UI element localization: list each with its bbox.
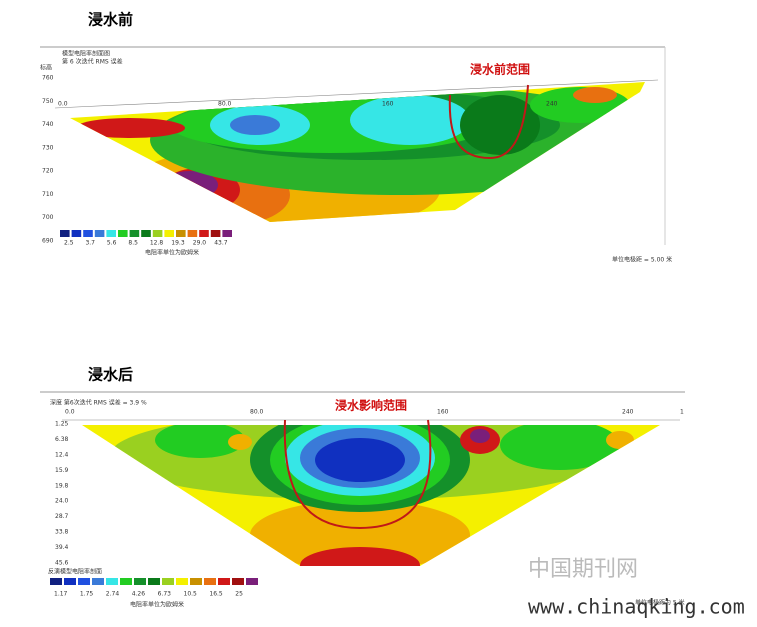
- axis-label: 标高: [40, 64, 52, 72]
- legend-swatch: [78, 578, 90, 585]
- y-tick-label: 19.8: [55, 482, 69, 489]
- legend-label: 2.74: [106, 591, 120, 598]
- legend-swatch: [218, 578, 230, 585]
- x-tick-label: 80.0: [250, 409, 264, 416]
- x-tick-label: 160: [382, 101, 394, 108]
- y-tick-label: 700: [42, 214, 54, 221]
- x-tick-label: 0.0: [58, 101, 68, 108]
- legend-swatch: [148, 578, 160, 585]
- legend-label: 5.6: [107, 240, 117, 247]
- legend-label: 16.5: [209, 591, 223, 598]
- legend-title: 反演模型电阻率剖面: [48, 568, 102, 576]
- legend-label: 1.17: [54, 591, 68, 598]
- y-tick-label: 39.4: [55, 544, 69, 551]
- y-tick-label: 690: [42, 238, 54, 245]
- legend-caption: 电阻率单位为欧姆米: [130, 601, 184, 609]
- annotation: 浸水前范围: [470, 62, 530, 77]
- panel-title: 浸水前: [88, 11, 133, 29]
- panel-title: 浸水后: [88, 366, 133, 384]
- legend-label: 1.75: [80, 591, 94, 598]
- y-tick-label: 760: [42, 75, 54, 82]
- legend-label: 2.5: [64, 240, 74, 247]
- range-outline: [448, 84, 529, 160]
- legend-swatch: [176, 230, 186, 237]
- legend-swatch: [199, 230, 209, 237]
- legend-swatch: [176, 578, 188, 585]
- legend-swatch: [162, 578, 174, 585]
- y-tick-label: 750: [42, 98, 54, 105]
- legend-label: 6.73: [158, 591, 172, 598]
- x-tick-label: 240: [546, 101, 558, 108]
- legend-swatch: [118, 230, 128, 237]
- y-tick-label: 1.25: [55, 421, 69, 428]
- y-tick-label: 720: [42, 168, 54, 175]
- legend-caption: 电阻率单位为欧姆米: [145, 249, 199, 257]
- legend-swatch: [222, 230, 232, 237]
- y-tick-label: 710: [42, 191, 54, 198]
- legend-swatch: [83, 230, 93, 237]
- y-tick-label: 28.7: [55, 513, 69, 520]
- legend-swatch: [246, 578, 258, 585]
- legend-swatch: [187, 230, 198, 237]
- y-tick-label: 15.9: [55, 467, 69, 474]
- legend-label: 43.7: [214, 240, 228, 247]
- legend-swatch: [232, 578, 244, 585]
- surface: [54, 79, 659, 109]
- spacing-note: 单位电极距 = 5.00 米: [612, 256, 672, 264]
- y-tick-label: 45.6: [55, 560, 69, 567]
- legend-swatch: [152, 230, 163, 237]
- legend-swatch: [60, 230, 70, 237]
- legend-swatch: [190, 578, 202, 585]
- legend-swatch: [106, 578, 118, 585]
- legend-label: 10.5: [184, 591, 198, 598]
- legend-label: 25: [235, 591, 243, 598]
- y-tick-label: 730: [42, 144, 54, 151]
- legend-swatch: [164, 230, 174, 237]
- legend-swatch: [129, 230, 140, 237]
- legend-label: 4.26: [132, 591, 146, 598]
- section: [70, 82, 645, 222]
- legend-swatch: [64, 578, 76, 585]
- x-tick-label: 80.0: [218, 101, 232, 108]
- header: 第 6 次迭代 RMS 误差: [62, 58, 123, 66]
- legend-swatch: [120, 578, 132, 585]
- header: 模型电阻率剖面图: [62, 50, 110, 58]
- legend-swatch: [204, 578, 216, 585]
- legend-swatch: [210, 230, 221, 237]
- x-tick-label: 1: [680, 409, 684, 416]
- annotation: 浸水影响范围: [335, 398, 407, 413]
- legend-swatch: [134, 578, 146, 585]
- legend-swatch: [92, 578, 104, 585]
- y-tick-label: 24.0: [55, 498, 69, 505]
- watermark: 中国期刊网: [528, 557, 638, 582]
- y-tick-label: 6.38: [55, 436, 69, 443]
- legend-swatch: [50, 578, 62, 585]
- legend-label: 19.3: [171, 240, 185, 247]
- legend-swatch: [94, 230, 105, 237]
- legend-label: 3.7: [85, 240, 95, 247]
- header: 深度 第6次迭代 RMS 误差 = 3.9 %: [50, 399, 147, 407]
- legend-label: 8.5: [128, 240, 138, 247]
- watermark-url: www.chinaqking.com: [528, 595, 745, 619]
- y-tick-label: 33.8: [55, 529, 69, 536]
- legend-label: 12.8: [150, 240, 164, 247]
- legend-swatch: [141, 230, 151, 237]
- y-tick-label: 12.4: [55, 451, 69, 458]
- x-tick-label: 240: [622, 409, 634, 416]
- range-outline: [283, 419, 432, 530]
- y-tick-label: 740: [42, 121, 54, 128]
- x-tick-label: 160: [437, 409, 449, 416]
- legend-swatch: [106, 230, 116, 237]
- x-tick-label: 0.0: [65, 409, 75, 416]
- legend-swatch: [71, 230, 82, 237]
- legend-label: 29.0: [193, 240, 207, 247]
- spacing-note: 单位电极距为 5 米: [635, 599, 685, 607]
